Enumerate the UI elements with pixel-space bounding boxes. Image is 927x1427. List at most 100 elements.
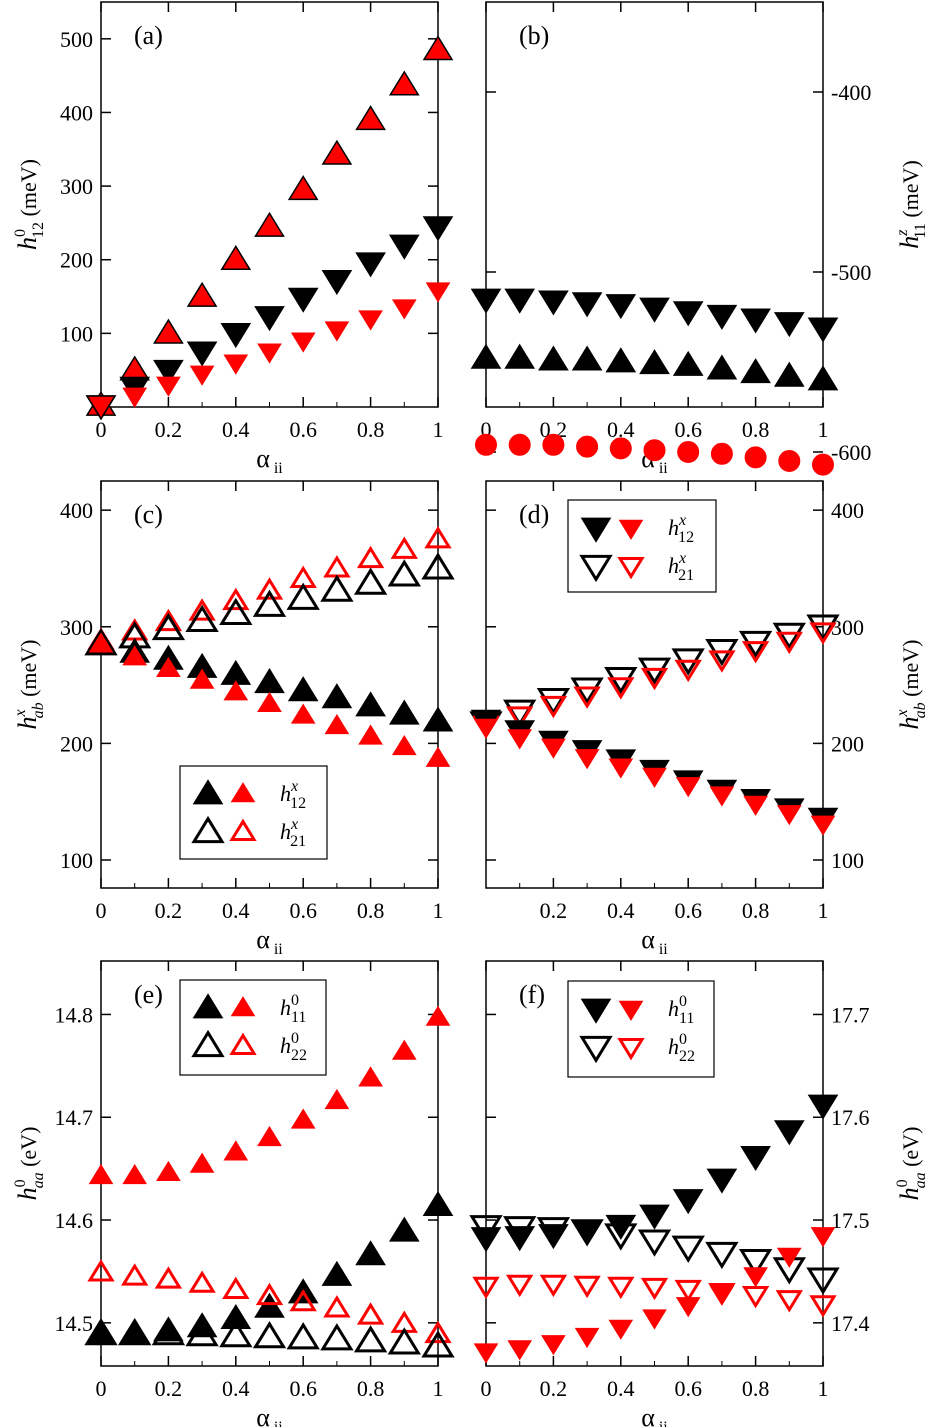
legend-label: h0 11 (668, 993, 694, 1027)
data-point (570, 1219, 604, 1247)
series-2 (85, 1190, 454, 1345)
series-2 (475, 433, 834, 476)
data-point (222, 1276, 250, 1299)
data-point (254, 306, 285, 332)
data-point (422, 35, 454, 61)
panel-e: 0 0.2 0.4 0.6 0.8 1 14.5 14.6 14.7 14.8 α ii h0aa (… (12, 960, 455, 1427)
data-point (674, 659, 702, 683)
x-tick-label: 0.6 (289, 417, 317, 442)
data-point (741, 1286, 770, 1309)
legend-label: hx 21 (668, 550, 694, 584)
data-point (156, 1160, 181, 1182)
data-point (504, 288, 536, 314)
data-point (154, 1266, 183, 1289)
legend-marker-black (192, 993, 224, 1019)
panel-label: (a) (134, 21, 163, 50)
data-point (506, 1274, 534, 1298)
data-point (773, 1120, 805, 1146)
legend-box (179, 765, 328, 860)
y-axis-title: hz11 (meV) (894, 160, 927, 249)
x-axis-title: α ii (256, 925, 283, 958)
x-tick-label: 0.6 (674, 898, 702, 923)
x-tick-label: 0 (481, 1376, 492, 1401)
data-point (421, 1330, 455, 1358)
legend-marker-red (618, 519, 644, 540)
data-point (186, 1312, 218, 1338)
panel-c: 0 0.2 0.4 0.6 0.8 1 100 200 300 400 α ii hxab (meV)… (12, 480, 455, 958)
data-point (388, 699, 420, 725)
data-point (118, 1317, 152, 1346)
data-point (84, 1317, 118, 1346)
y-tick-label: 300 (60, 174, 93, 199)
data-point (421, 552, 455, 580)
data-point (355, 691, 386, 717)
data-point (473, 718, 499, 739)
data-point (257, 691, 282, 713)
data-point (506, 706, 534, 729)
plot-frame (485, 1, 824, 408)
y-tick-label: 14.5 (55, 1311, 94, 1336)
x-tick-label: 0.2 (540, 898, 568, 923)
data-point (185, 1318, 219, 1347)
series-1 (88, 1005, 451, 1185)
data-point (425, 746, 451, 767)
data-point (388, 1216, 420, 1242)
data-point (709, 1285, 735, 1306)
data-point (353, 1325, 388, 1353)
data-point (672, 350, 704, 376)
data-point (609, 437, 632, 460)
data-point (87, 1259, 115, 1282)
data-point (252, 589, 287, 617)
data-point (472, 1276, 500, 1300)
series-3 (470, 343, 839, 391)
data-point (189, 668, 215, 689)
x-tick-label: 0.8 (357, 898, 385, 923)
data-point (355, 105, 386, 131)
data-point (605, 294, 637, 320)
y-axis-title-text: h0aa (eV) (12, 1127, 47, 1201)
x-axis-title: α ii (641, 1403, 668, 1427)
legend-marker-black (191, 1029, 225, 1058)
data-point (810, 1227, 836, 1248)
y-tick-label: 200 (60, 731, 93, 756)
data-point (639, 349, 670, 375)
y-tick-label: 100 (60, 321, 93, 346)
data-point (156, 656, 181, 678)
data-point (677, 441, 700, 463)
y-tick-label: -600 (831, 440, 871, 465)
data-point (503, 1216, 537, 1244)
data-point (541, 1335, 566, 1356)
panel-f: 0 0.2 0.4 0.6 0.8 1 17.4 17.5 17.6 17.7 α ii h0aa (… (469, 960, 927, 1427)
data-point (223, 680, 249, 701)
data-point (706, 354, 738, 380)
legend-marker-black (579, 554, 613, 583)
data-point (573, 1275, 601, 1299)
data-point (122, 1163, 148, 1185)
y-tick-label: 14.7 (55, 1105, 94, 1130)
data-point (740, 1145, 771, 1172)
x-tick-label: 0.8 (742, 1376, 770, 1401)
data-point (773, 361, 805, 387)
data-point (122, 645, 148, 666)
data-point (153, 318, 184, 344)
data-point (706, 304, 738, 330)
y-axis-title-text: hxab (meV) (12, 639, 47, 729)
data-point (286, 1322, 320, 1350)
data-point (806, 1267, 840, 1295)
data-point (538, 345, 569, 371)
data-point (220, 1303, 252, 1330)
x-axis-title: α ii (256, 444, 283, 477)
series-1 (85, 35, 454, 416)
data-point (608, 1319, 634, 1340)
data-point (775, 1290, 803, 1313)
legend-label: hx 12 (280, 778, 306, 812)
data-point (643, 439, 666, 462)
data-point (741, 641, 770, 664)
y-tick-label: 400 (60, 100, 93, 125)
data-point (356, 545, 385, 569)
data-point (88, 632, 114, 653)
data-point (672, 1189, 704, 1215)
series-4 (84, 1317, 455, 1358)
legend-box (179, 979, 327, 1076)
